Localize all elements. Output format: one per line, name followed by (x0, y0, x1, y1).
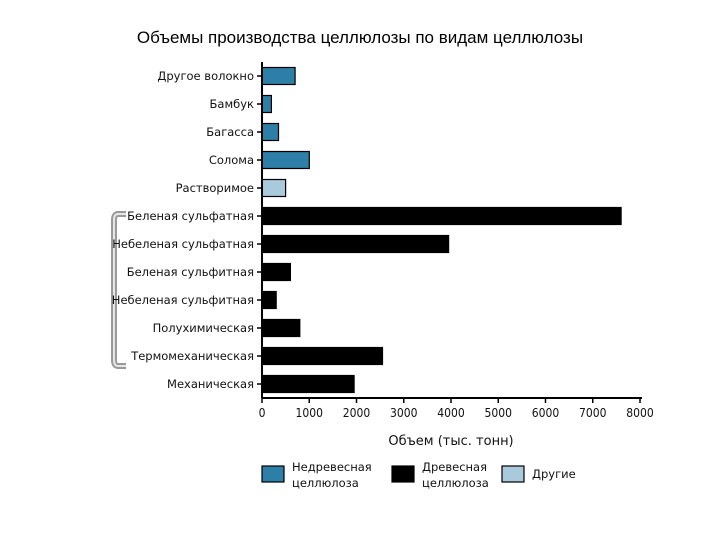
legend-item-nonwood: Недревесная целлюлоза (261, 460, 372, 490)
chart-title: Объемы производства целлюлозы по видам ц… (136, 28, 584, 47)
bar-9 (261, 290, 277, 310)
x-tick-label: 2000 (343, 406, 371, 420)
x-tick-label: 3000 (390, 406, 418, 420)
bar-6 (261, 206, 622, 226)
x-tick-label: 7000 (579, 406, 607, 420)
bar-7 (261, 234, 450, 254)
category-label: Багасса (206, 125, 254, 139)
x-tick-label: 6000 (532, 406, 560, 420)
bar-2 (261, 94, 272, 114)
x-tick-label: 5000 (485, 406, 513, 420)
legend-swatch (391, 465, 415, 483)
category-label: Небеленая сульфитная (112, 293, 254, 307)
x-tick-label: 8000 (626, 406, 654, 420)
category-label: Небеленая сульфатная (112, 237, 254, 251)
bar-5 (261, 178, 287, 198)
legend-label: целлюлоза (422, 476, 489, 490)
legend-label: Древесная (422, 460, 487, 474)
bar-4 (261, 150, 310, 170)
category-label: Беленая сульфатная (127, 209, 254, 223)
legend-item-other: Другие (501, 465, 576, 483)
bar-12 (261, 374, 355, 394)
category-label: Растворимое (176, 181, 254, 195)
bar-8 (261, 262, 291, 282)
legend-label: Недревесная (292, 460, 372, 474)
legend-item-wood: Древесная целлюлоза (391, 460, 489, 490)
bar-3 (261, 122, 280, 142)
legend-swatch (501, 465, 525, 483)
legend-label: целлюлоза (292, 476, 359, 490)
category-label: Полухимическая (153, 321, 254, 335)
category-label: Другое волокно (157, 69, 254, 83)
bar-1 (261, 66, 296, 86)
x-tick-label: 0 (259, 406, 266, 420)
category-label: Беленая сульфитная (127, 265, 254, 279)
legend-swatch (261, 465, 285, 483)
category-label: Солома (209, 153, 254, 167)
side-bracket-decoration (111, 211, 126, 369)
legend-label: Другие (532, 467, 576, 481)
category-label: Механическая (167, 377, 254, 391)
category-label: Бамбук (210, 97, 255, 111)
x-axis-label: Объем (тыс. тонн) (388, 434, 513, 449)
bar-10 (261, 318, 301, 338)
bar-11 (261, 346, 384, 366)
category-label: Термомеханическая (130, 349, 254, 363)
x-tick-label: 4000 (437, 406, 465, 420)
x-tick-label: 1000 (296, 406, 324, 420)
